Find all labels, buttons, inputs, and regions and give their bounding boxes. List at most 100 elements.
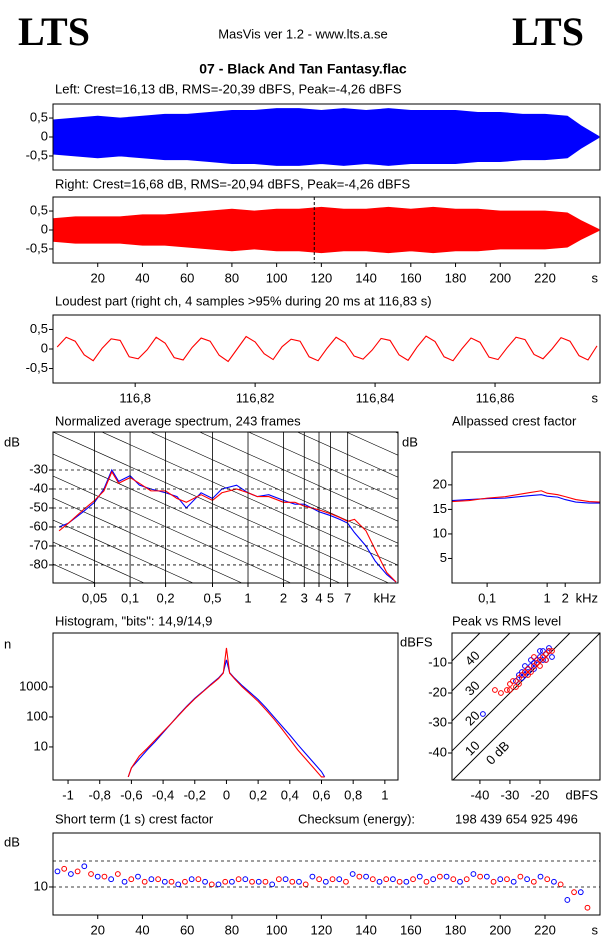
point [416, 873, 423, 880]
x-tick-label: -0,4 [152, 787, 174, 802]
slope-line [296, 432, 398, 478]
x-tick-label: 40 [135, 270, 149, 285]
y-axis-label: n [4, 636, 11, 651]
x-axis-label: s [592, 922, 599, 937]
point [584, 904, 591, 911]
x-tick-label: 140 [355, 270, 377, 285]
point [522, 663, 528, 669]
point [525, 672, 531, 678]
point [262, 878, 269, 885]
point [61, 865, 68, 872]
y-tick-label: -70 [29, 537, 48, 552]
slope-line [53, 674, 398, 829]
x-tick-label: -30 [501, 787, 520, 802]
slope-line [198, 432, 398, 522]
y-tick-label: 100 [26, 708, 48, 723]
point [525, 666, 531, 672]
x-tick-label: 1 [244, 590, 251, 605]
plot-area [54, 863, 591, 911]
point [141, 878, 148, 885]
point [517, 873, 524, 880]
point [423, 878, 430, 885]
point [537, 663, 543, 669]
point [81, 863, 88, 870]
slope-line [53, 453, 341, 583]
x-tick-label: -20 [531, 787, 550, 802]
point [543, 657, 549, 663]
point [155, 876, 162, 883]
panel-title: Left: Crest=16,13 dB, RMS=-20,39 dBFS, P… [55, 81, 402, 96]
y-tick-label: -80 [29, 556, 48, 571]
slope-line [53, 497, 243, 583]
point [296, 878, 302, 885]
crest-line [452, 633, 481, 662]
series-line [58, 468, 397, 583]
point [497, 876, 504, 883]
series-line [452, 494, 600, 504]
x-tick-label: 0,2 [157, 590, 175, 605]
y-tick-label: -30 [428, 714, 447, 729]
point [549, 654, 555, 660]
point [540, 654, 546, 660]
y-axis-label: dB [4, 834, 20, 849]
x-tick-label: 200 [489, 922, 511, 937]
x-tick-label: 20 [90, 270, 104, 285]
x-tick-label: 0,4 [281, 787, 299, 802]
point [564, 897, 571, 903]
point [316, 876, 323, 883]
slope-line [53, 563, 96, 583]
point [470, 871, 477, 877]
series-line [58, 470, 397, 583]
x-tick-label: 0,6 [312, 787, 330, 802]
x-tick-label: 180 [445, 270, 467, 285]
point [498, 690, 504, 696]
point [519, 669, 525, 675]
point [577, 889, 584, 896]
point [175, 881, 182, 888]
panel-title: Histogram, "bits": 14,9/14,9 [55, 613, 212, 628]
x-tick-label: -0,6 [120, 787, 142, 802]
y-tick-label: 20 [433, 476, 447, 491]
y-tick-label: -20 [428, 684, 447, 699]
point [531, 660, 537, 666]
point [519, 672, 525, 678]
x-axis-label: kHz [374, 590, 396, 605]
y-tick-label: -0,5 [26, 240, 48, 255]
point [450, 876, 457, 883]
x-tick-label: 120 [311, 270, 333, 285]
point [543, 651, 549, 657]
point [114, 871, 121, 877]
x-tick-label: 2 [280, 590, 287, 605]
point [67, 871, 74, 877]
crest-line-label: 0 dB [483, 738, 513, 768]
x-tick-label: 0 [223, 787, 230, 802]
point [215, 881, 222, 888]
waveform [53, 108, 600, 138]
x-tick-label: 0,8 [344, 787, 362, 802]
point [208, 881, 215, 888]
plot-area [452, 633, 600, 780]
y-tick-label: 0,5 [30, 109, 48, 124]
y-tick-label: -30 [29, 461, 48, 476]
point [74, 868, 81, 875]
point [516, 681, 522, 687]
point [480, 711, 486, 717]
point [94, 873, 101, 880]
slope-line [53, 608, 398, 763]
y-tick-label: 0 [41, 128, 48, 143]
y-tick-label: -0,5 [26, 360, 48, 375]
plot-area [53, 206, 600, 254]
series-line [127, 647, 325, 778]
checksum-value: 198 439 654 925 496 [455, 811, 578, 826]
x-tick-label: 7 [344, 590, 351, 605]
x-tick-label: 1 [381, 787, 388, 802]
point [492, 687, 498, 693]
y-tick-label: 0 [41, 221, 48, 236]
x-tick-label: 0,05 [82, 590, 107, 605]
waveform [53, 206, 600, 231]
plot-area [56, 335, 598, 363]
plot-frame [451, 632, 601, 781]
point [534, 660, 540, 666]
x-tick-label: 5 [327, 590, 334, 605]
